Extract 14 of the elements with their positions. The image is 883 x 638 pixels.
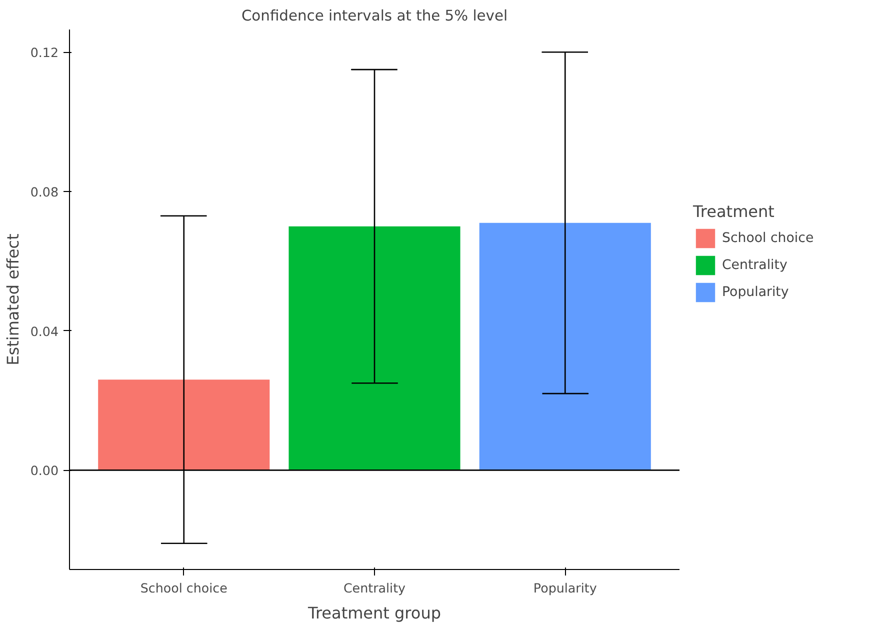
x-tick-label: Centrality — [343, 580, 406, 596]
y-axis-title: Estimated effect — [3, 234, 22, 366]
legend-label: Centrality — [722, 258, 788, 272]
y-tick-label: 0.12 — [30, 45, 59, 60]
x-axis-title: Treatment group — [307, 604, 441, 622]
legend-label: Popularity — [722, 284, 789, 300]
legend-label: School choice — [722, 230, 814, 246]
y-tick-label: 0.00 — [30, 463, 59, 478]
chart-title: Confidence intervals at the 5% level — [241, 8, 508, 24]
legend-title: Treatment — [693, 202, 776, 221]
y-tick-label: 0.08 — [30, 184, 59, 200]
x-tick-label: School choice — [140, 580, 228, 596]
y-tick-label: 0.04 — [30, 324, 59, 339]
x-tick-label: Popularity — [533, 580, 598, 596]
